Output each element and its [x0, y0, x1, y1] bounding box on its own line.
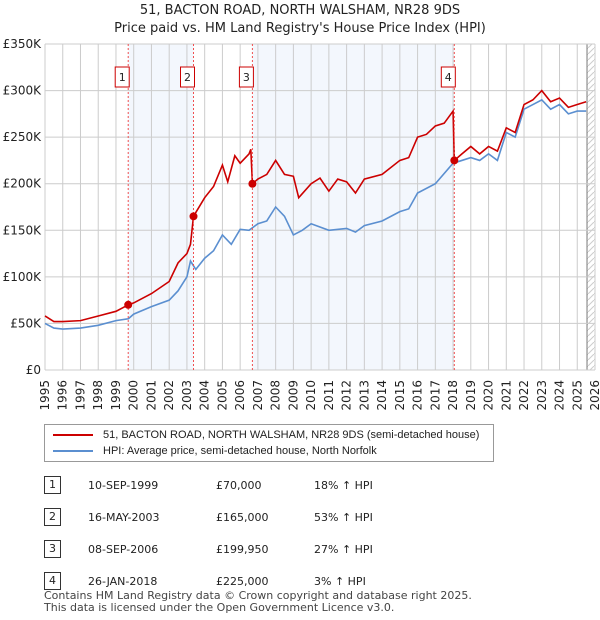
x-tick-label: 2003	[180, 380, 194, 411]
x-tick-label: 2014	[375, 380, 389, 411]
sale-marker-number: 4	[445, 71, 452, 84]
x-tick-label: 2009	[286, 380, 300, 411]
legend: 51, BACTON ROAD, NORTH WALSHAM, NR28 9DS…	[44, 424, 494, 462]
x-tick-label: 2024	[553, 380, 567, 411]
footer: Contains HM Land Registry data © Crown c…	[44, 590, 472, 614]
x-tick-label: 1998	[91, 380, 105, 411]
x-tick-label: 2007	[251, 380, 265, 411]
footer-line2: This data is licensed under the Open Gov…	[44, 601, 395, 614]
y-tick-label: £250K	[3, 130, 43, 144]
x-tick-label: 2005	[215, 380, 229, 411]
shade-region	[252, 44, 455, 370]
sale-price: £165,000	[216, 511, 269, 524]
sale-date: 10-SEP-1999	[88, 479, 159, 492]
sale-marker-box	[238, 66, 254, 88]
x-tick-label: 2001	[144, 380, 158, 411]
sale-number: 2	[44, 508, 61, 526]
sale-hpi: 27% ↑ HPI	[314, 543, 373, 556]
table-row: 4 26-JAN-2018 £225,000 3% ↑ HPI	[44, 572, 464, 590]
table-row: 3 08-SEP-2006 £199,950 27% ↑ HPI	[44, 540, 464, 558]
x-tick-label: 2011	[322, 380, 336, 411]
legend-blue-line	[53, 450, 93, 452]
chart-title: 51, BACTON ROAD, NORTH WALSHAM, NR28 9DS	[139, 3, 461, 18]
series-line	[44, 98, 587, 330]
shade-region	[128, 44, 194, 370]
sale-point	[248, 179, 257, 188]
sale-marker-box	[180, 66, 195, 88]
sale-point	[124, 300, 133, 309]
chart-subtitle: Price paid vs. HM Land Registry's House …	[114, 21, 486, 36]
x-tick-label: 1997	[73, 380, 87, 411]
sale-date: 08-SEP-2006	[88, 543, 159, 556]
y-tick-label: £0	[26, 363, 41, 377]
footer-line1: Contains HM Land Registry data © Crown c…	[44, 589, 472, 602]
series-line	[44, 89, 587, 323]
sale-marker-number: 3	[243, 71, 250, 84]
x-tick-label: 2013	[357, 380, 371, 411]
legend-hpi-label: HPI: Average price, semi-detached house,…	[103, 445, 377, 457]
x-tick-label: 2006	[233, 380, 247, 411]
x-tick-label: 2012	[340, 380, 354, 411]
sale-hpi: 3% ↑ HPI	[314, 575, 366, 588]
sale-number: 1	[44, 476, 61, 494]
y-tick-label: £300K	[3, 84, 43, 98]
x-tick-label: 2019	[464, 380, 478, 411]
y-tick-label: £150K	[3, 223, 43, 237]
y-tick-label: £350K	[3, 37, 43, 51]
x-tick-label: 1999	[109, 380, 123, 411]
y-tick-label: £200K	[3, 177, 43, 191]
x-tick-label: 2022	[517, 380, 531, 411]
sale-marker-number: 2	[184, 71, 191, 84]
sale-marker-box	[440, 66, 456, 88]
x-tick-label: 2026	[588, 380, 600, 411]
table-row: 1 10-SEP-1999 £70,000 18% ↑ HPI	[44, 476, 464, 494]
x-tick-label: 2016	[411, 380, 425, 411]
y-tick-label: £100K	[3, 270, 43, 284]
sale-price: £225,000	[216, 575, 269, 588]
x-tick-label: 2018	[446, 380, 460, 411]
x-tick-label: 2002	[162, 380, 176, 411]
table-row: 2 16-MAY-2003 £165,000 53% ↑ HPI	[44, 508, 464, 526]
x-tick-label: 2008	[269, 380, 283, 411]
x-tick-label: 2025	[570, 380, 584, 411]
sale-marker-box	[114, 66, 130, 88]
x-tick-label: 2020	[482, 380, 496, 411]
sale-hpi: 53% ↑ HPI	[314, 511, 373, 524]
sale-number: 3	[44, 540, 61, 558]
x-tick-label: 1995	[38, 380, 52, 411]
x-tick-label: 2010	[304, 380, 318, 411]
x-tick-label: 2000	[127, 380, 141, 411]
x-tick-label: 1996	[56, 380, 70, 411]
forecast-hatch	[587, 44, 595, 370]
sale-marker-number: 1	[119, 71, 126, 84]
legend-property: 51, BACTON ROAD, NORTH WALSHAM, NR28 9DS…	[53, 428, 479, 442]
sale-price: £70,000	[216, 479, 262, 492]
x-tick-label: 2017	[428, 380, 442, 411]
x-tick-label: 2023	[535, 380, 549, 411]
x-tick-label: 2015	[393, 380, 407, 411]
x-tick-label: 2021	[499, 380, 513, 411]
sale-price: £199,950	[216, 543, 269, 556]
x-tick-label: 2004	[198, 380, 212, 411]
sale-number: 4	[44, 572, 61, 590]
sale-date: 16-MAY-2003	[88, 511, 160, 524]
price-chart: £0 £50K £100K £150K £200K £250K £300K £350K 1995…	[3, 37, 600, 411]
sale-point	[450, 156, 459, 165]
sale-point	[189, 212, 198, 221]
y-tick-label: £50K	[10, 316, 42, 330]
legend-property-label: 51, BACTON ROAD, NORTH WALSHAM, NR28 9DS…	[103, 429, 480, 441]
sale-hpi: 18% ↑ HPI	[314, 479, 373, 492]
legend-hpi: HPI: Average price, semi-detached house,…	[53, 444, 377, 458]
legend-red-line	[53, 434, 93, 436]
sale-date: 26-JAN-2018	[88, 575, 158, 588]
